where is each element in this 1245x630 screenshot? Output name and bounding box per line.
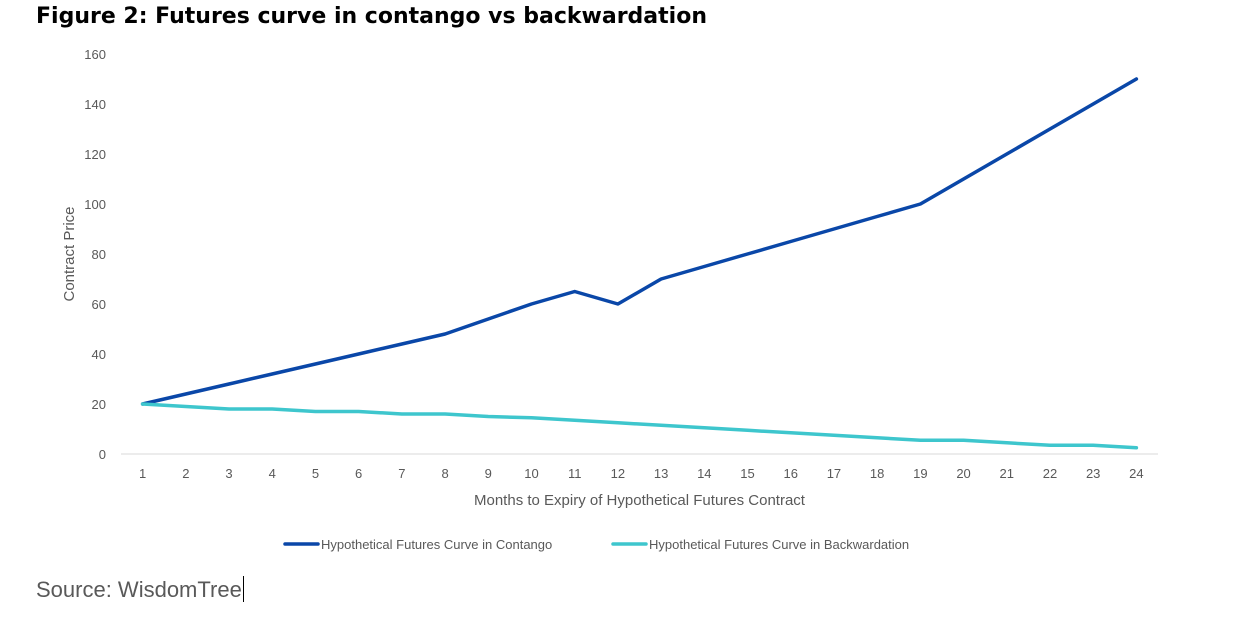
y-tick-label: 0 (99, 447, 106, 462)
y-tick-label: 160 (84, 47, 106, 62)
data-point (1049, 129, 1050, 130)
data-point (833, 435, 834, 436)
data-point (358, 354, 359, 355)
series-lines (140, 77, 1139, 450)
x-tick-label: 13 (654, 466, 668, 481)
data-point (1093, 445, 1094, 446)
data-point (1006, 154, 1007, 155)
series-line-contango (140, 77, 1139, 406)
x-tick-label: 11 (568, 466, 582, 481)
data-point (488, 319, 489, 320)
x-tick-label: 19 (913, 466, 927, 481)
data-point (272, 374, 273, 375)
data-point (617, 304, 618, 305)
legend-label: Hypothetical Futures Curve in Backwardat… (649, 537, 909, 552)
figure-title: Figure 2: Futures curve in contango vs b… (36, 4, 707, 29)
x-tick-label: 24 (1129, 466, 1143, 481)
data-point (1136, 447, 1137, 448)
x-tick-label: 6 (355, 466, 362, 481)
data-point (1093, 104, 1094, 105)
x-tick-label: 21 (1000, 466, 1014, 481)
data-point (358, 411, 359, 412)
data-point (315, 364, 316, 365)
data-point (445, 334, 446, 335)
data-point (272, 409, 273, 410)
y-tick-label: 140 (84, 97, 106, 112)
data-point (1049, 445, 1050, 446)
data-point (704, 427, 705, 428)
y-tick-label: 20 (92, 397, 106, 412)
y-axis-title: Contract Price (61, 206, 78, 301)
y-tick-label: 100 (84, 197, 106, 212)
data-point (747, 430, 748, 431)
x-tick-label: 22 (1043, 466, 1057, 481)
x-tick-label: 15 (740, 466, 754, 481)
series-line-backwardation (140, 402, 1139, 450)
source-text: Source: WisdomTree (36, 577, 242, 602)
data-point (315, 411, 316, 412)
x-tick-label: 5 (312, 466, 319, 481)
data-point (704, 266, 705, 267)
data-point (790, 241, 791, 242)
y-tick-label: 40 (92, 347, 106, 362)
x-tick-label: 7 (398, 466, 405, 481)
x-tick-label: 17 (827, 466, 841, 481)
y-tick-label: 60 (92, 297, 106, 312)
x-tick-label: 8 (441, 466, 448, 481)
y-tick-label: 80 (92, 247, 106, 262)
data-point (401, 414, 402, 415)
x-tick-label: 14 (697, 466, 711, 481)
data-point (229, 409, 230, 410)
data-point (920, 440, 921, 441)
data-point (617, 422, 618, 423)
data-point (790, 432, 791, 433)
data-point (142, 404, 143, 405)
y-axis-ticks: 0 20 40 60 80 100 120 140 160 (84, 47, 106, 462)
data-point (574, 420, 575, 421)
data-point (1136, 79, 1137, 80)
x-tick-label: 23 (1086, 466, 1100, 481)
data-point (445, 414, 446, 415)
data-point (920, 204, 921, 205)
x-tick-label: 12 (611, 466, 625, 481)
data-point (877, 216, 878, 217)
data-point (1006, 442, 1007, 443)
legend-label: Hypothetical Futures Curve in Contango (321, 537, 552, 552)
data-point (833, 229, 834, 230)
data-point (963, 440, 964, 441)
data-point (877, 437, 878, 438)
x-tick-label: 3 (225, 466, 232, 481)
data-point (574, 291, 575, 292)
x-tick-label: 4 (269, 466, 276, 481)
data-point (401, 344, 402, 345)
source-note: Source: WisdomTree (36, 576, 244, 603)
data-point (963, 179, 964, 180)
data-point (185, 394, 186, 395)
data-point (531, 304, 532, 305)
data-point (531, 417, 532, 418)
x-axis-ticks: 1 2 3 4 5 6 7 8 9 10 11 12 13 14 15 16 17 18 19 20 21 22 23 24 (139, 466, 1144, 481)
text-cursor (242, 576, 244, 602)
x-tick-label: 9 (485, 466, 492, 481)
data-point (661, 279, 662, 280)
data-point (747, 254, 748, 255)
data-point (661, 425, 662, 426)
x-tick-label: 2 (182, 466, 189, 481)
data-point (185, 406, 186, 407)
x-tick-label: 16 (783, 466, 797, 481)
x-tick-label: 10 (524, 466, 538, 481)
legend: Hypothetical Futures Curve in Contango Hy… (283, 537, 909, 552)
x-axis-title: Months to Expiry of Hypothetical Futures… (474, 492, 806, 509)
y-tick-label: 120 (84, 147, 106, 162)
data-point (488, 416, 489, 417)
data-point (229, 384, 230, 385)
x-tick-label: 1 (139, 466, 146, 481)
x-tick-label: 18 (870, 466, 884, 481)
x-tick-label: 20 (956, 466, 970, 481)
